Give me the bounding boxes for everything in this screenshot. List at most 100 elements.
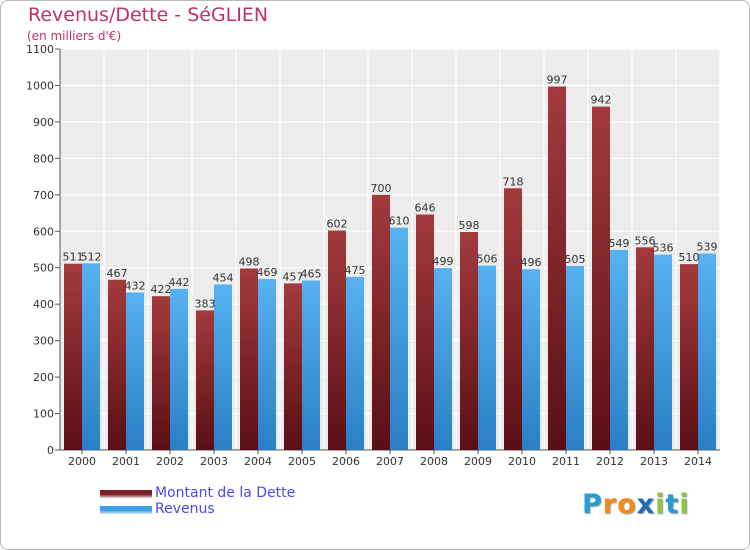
logo-letter: x <box>636 489 656 520</box>
x-tick-label: 2011 <box>552 455 580 468</box>
data-label-revenus: 432 <box>125 280 146 293</box>
data-label-revenus: 506 <box>477 253 498 266</box>
y-tick-label: 800 <box>33 152 54 165</box>
data-label-revenus: 469 <box>257 266 278 279</box>
bar-revenus <box>654 254 672 450</box>
y-tick-label: 600 <box>33 225 54 238</box>
bar-dette <box>284 283 302 450</box>
bar-dette <box>592 106 610 451</box>
bar-revenus <box>170 288 188 450</box>
legend-label-revenus: Revenus <box>155 501 215 517</box>
data-label-revenus: 465 <box>301 267 322 280</box>
legend-swatch-revenus <box>100 506 152 514</box>
bar-revenus <box>302 280 320 450</box>
bar-dette <box>372 194 390 450</box>
data-label-revenus: 496 <box>521 256 542 269</box>
bar-revenus <box>434 268 452 450</box>
x-tick-label: 2005 <box>288 455 316 468</box>
data-label-dette: 646 <box>415 202 436 215</box>
data-label-revenus: 475 <box>345 264 366 277</box>
data-label-dette: 718 <box>503 175 524 188</box>
y-tick-label: 400 <box>33 298 54 311</box>
bar-dette <box>504 188 522 451</box>
bar-dette <box>108 279 126 450</box>
bar-revenus <box>346 276 364 450</box>
logo-letter: i <box>655 489 666 520</box>
data-label-revenus: 539 <box>697 241 718 254</box>
proxiti-logo: Proxiti <box>582 489 690 520</box>
data-label-revenus: 536 <box>653 242 674 255</box>
x-tick-label: 2006 <box>332 455 360 468</box>
bar-dette <box>680 264 698 450</box>
x-tick-label: 2014 <box>684 455 712 468</box>
bar-dette <box>548 86 566 450</box>
y-tick-label: 1000 <box>26 79 54 92</box>
data-label-dette: 942 <box>591 94 612 107</box>
y-tick-label: 900 <box>33 116 54 129</box>
bar-revenus <box>478 265 496 450</box>
x-tick-label: 2009 <box>464 455 492 468</box>
data-label-revenus: 549 <box>609 237 630 250</box>
bars <box>64 86 716 451</box>
x-tick-label: 2003 <box>200 455 228 468</box>
x-tick-label: 2010 <box>508 455 536 468</box>
y-tick-label: 100 <box>33 408 54 421</box>
logo-letter: o <box>617 489 637 520</box>
x-tick-label: 2001 <box>112 455 140 468</box>
bar-dette <box>196 310 214 450</box>
data-label-dette: 422 <box>151 283 172 296</box>
y-tick-label: 1100 <box>26 43 54 56</box>
data-label-dette: 511 <box>63 251 84 264</box>
bar-revenus <box>126 292 144 450</box>
bar-dette <box>460 232 478 450</box>
data-label-dette: 602 <box>327 218 348 231</box>
x-tick-label: 2008 <box>420 455 448 468</box>
data-label-dette: 556 <box>635 234 656 247</box>
bar-revenus <box>566 265 584 450</box>
bar-dette <box>240 268 258 450</box>
bar-dette <box>64 263 82 450</box>
bar-revenus <box>258 279 276 450</box>
y-tick-label: 300 <box>33 335 54 348</box>
x-tick-label: 2002 <box>156 455 184 468</box>
logo-letter: r <box>602 489 618 520</box>
bar-dette <box>636 247 654 450</box>
bar-revenus <box>698 253 716 450</box>
logo-letter: P <box>582 489 603 520</box>
data-label-revenus: 512 <box>81 250 102 263</box>
legend-label-debt: Montant de la Dette <box>155 485 296 501</box>
bar-dette <box>328 230 346 450</box>
bar-revenus <box>610 249 628 450</box>
data-label-dette: 700 <box>371 182 392 195</box>
y-tick-label: 500 <box>33 262 54 275</box>
data-label-revenus: 610 <box>389 215 410 228</box>
y-tick-label: 200 <box>33 371 54 384</box>
data-label-revenus: 454 <box>213 271 234 284</box>
data-label-dette: 510 <box>679 251 700 264</box>
logo-letter: i <box>679 489 690 520</box>
logo-letter: t <box>665 489 680 520</box>
legend-swatch-debt <box>100 490 152 498</box>
data-label-dette: 498 <box>239 255 260 268</box>
chart-subtitle: (en milliers d'€) <box>27 29 122 43</box>
y-tick-label: 0 <box>47 444 54 457</box>
data-label-revenus: 499 <box>433 255 454 268</box>
y-tick-label: 700 <box>33 189 54 202</box>
x-tick-label: 2007 <box>376 455 404 468</box>
data-label-dette: 383 <box>195 297 216 310</box>
bar-revenus <box>82 263 100 450</box>
data-label-dette: 467 <box>107 267 128 280</box>
data-label-revenus: 505 <box>565 253 586 266</box>
bar-dette <box>152 296 170 450</box>
data-label-dette: 997 <box>547 74 568 87</box>
x-axis-ticks: 2000 2001 2002 2003 2004 2005 2006 2007 2008 2009… <box>68 450 712 468</box>
bar-revenus <box>390 227 408 450</box>
bar-revenus <box>522 269 540 450</box>
x-tick-label: 2000 <box>68 455 96 468</box>
x-tick-label: 2004 <box>244 455 272 468</box>
data-label-dette: 598 <box>459 219 480 232</box>
x-tick-label: 2012 <box>596 455 624 468</box>
data-label-dette: 457 <box>283 270 304 283</box>
